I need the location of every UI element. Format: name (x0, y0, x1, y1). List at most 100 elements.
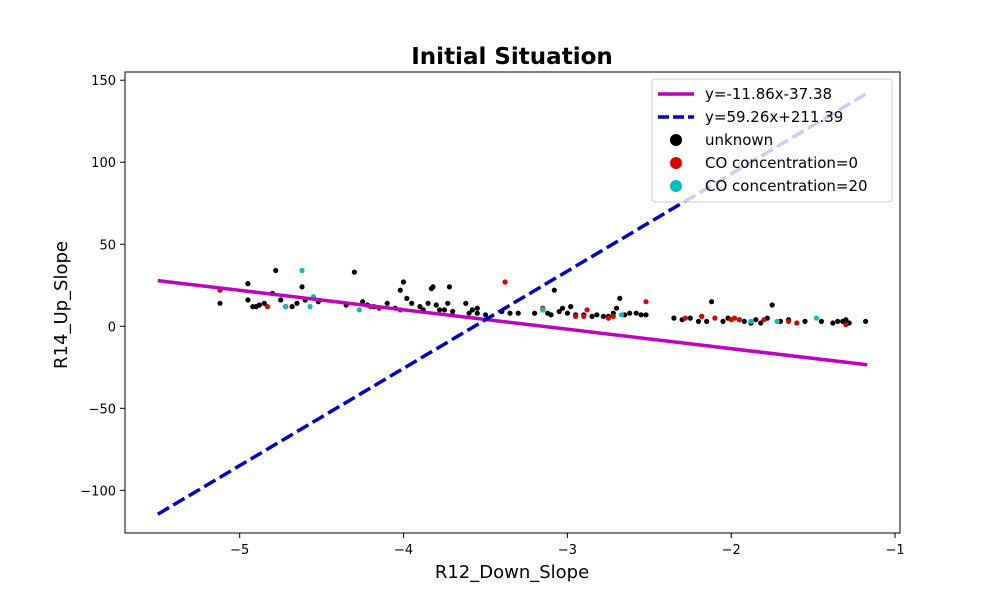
data-point (551, 287, 557, 293)
data-point (502, 279, 508, 285)
data-point (417, 304, 423, 310)
y-tick-label: 150 (91, 74, 116, 89)
data-point (450, 308, 456, 315)
data-point (731, 315, 738, 321)
data-point (605, 315, 612, 321)
data-point (638, 312, 644, 318)
data-point (687, 315, 693, 321)
data-point (564, 310, 571, 316)
data-point (704, 318, 710, 324)
data-point (261, 300, 267, 306)
legend-box (651, 78, 893, 203)
x-tick-label: −2 (722, 543, 741, 558)
data-point (794, 320, 800, 326)
data-point (671, 315, 677, 321)
data-point (613, 305, 620, 311)
data-point (307, 304, 313, 310)
data-point (589, 313, 595, 319)
data-point (748, 318, 754, 324)
legend-marker (670, 157, 682, 169)
data-point (469, 307, 475, 313)
data-point (441, 307, 448, 313)
x-tick-label: −1 (885, 543, 904, 558)
data-point (217, 300, 223, 306)
data-point (507, 310, 513, 316)
data-point (482, 312, 489, 318)
data-point (515, 310, 521, 316)
data-point (356, 307, 362, 313)
data-point (610, 313, 616, 319)
data-point (430, 284, 436, 290)
data-point (720, 318, 726, 324)
x-tick-label: −4 (394, 543, 413, 558)
data-point (540, 307, 546, 313)
regression-line-1 (157, 278, 868, 367)
data-point (409, 300, 415, 306)
data-point (264, 304, 271, 310)
y-axis-label: R14_Up_Slope (51, 241, 72, 369)
data-point (695, 318, 702, 324)
data-point (627, 310, 633, 316)
data-point (397, 287, 403, 293)
x-axis-label: R12_Down_Slope (435, 562, 589, 583)
y-tick-label: 50 (99, 238, 116, 253)
data-point (245, 297, 251, 303)
data-point (709, 299, 715, 305)
data-point (463, 300, 469, 306)
data-point (283, 304, 289, 310)
data-point (753, 317, 759, 323)
data-point (712, 315, 718, 321)
data-point (618, 312, 625, 318)
data-point (584, 307, 590, 313)
data-point (786, 318, 792, 324)
legend-label: y=59.26x+211.39 (705, 108, 843, 126)
data-point (758, 320, 764, 326)
data-point (299, 267, 305, 274)
data-point (278, 297, 284, 303)
legend-marker (670, 180, 682, 192)
data-point (617, 295, 623, 301)
data-point (532, 310, 538, 316)
data-point (400, 279, 407, 285)
y-tick-label: −100 (80, 484, 116, 499)
data-point (581, 313, 587, 319)
legend-label: CO concentration=20 (705, 177, 868, 195)
data-point (474, 305, 480, 311)
data-point (699, 313, 705, 319)
legend-marker (670, 134, 682, 146)
data-point (351, 269, 357, 275)
data-point (830, 320, 836, 326)
data-point (633, 310, 639, 316)
legend-label: CO concentration=0 (705, 154, 858, 172)
data-point (741, 318, 747, 324)
x-tick-label: −5 (230, 543, 249, 558)
data-point (736, 317, 743, 323)
legend-label: unknown (705, 131, 773, 149)
data-point (299, 284, 305, 290)
data-point (769, 302, 775, 308)
data-point (404, 295, 410, 301)
data-point (474, 310, 480, 316)
data-point (433, 302, 439, 308)
data-point (568, 304, 574, 310)
data-point (289, 304, 295, 310)
data-point (600, 313, 607, 319)
data-point (643, 299, 649, 305)
data-point (761, 317, 767, 323)
data-point (294, 300, 300, 306)
data-point (273, 267, 279, 274)
y-tick-label: −50 (89, 402, 116, 417)
y-tick-label: 0 (108, 320, 116, 335)
data-point (556, 308, 562, 315)
data-point (818, 318, 825, 324)
data-point (843, 317, 849, 323)
data-point (643, 312, 649, 318)
data-point (437, 307, 443, 313)
axes: −5 −4 −3 −2 −1 −100 −50 0 50 100 150 (80, 74, 904, 558)
y-tick-label: 100 (91, 156, 116, 171)
data-point (245, 281, 251, 287)
data-point (446, 284, 452, 290)
data-point (256, 302, 262, 308)
data-point (843, 322, 849, 328)
